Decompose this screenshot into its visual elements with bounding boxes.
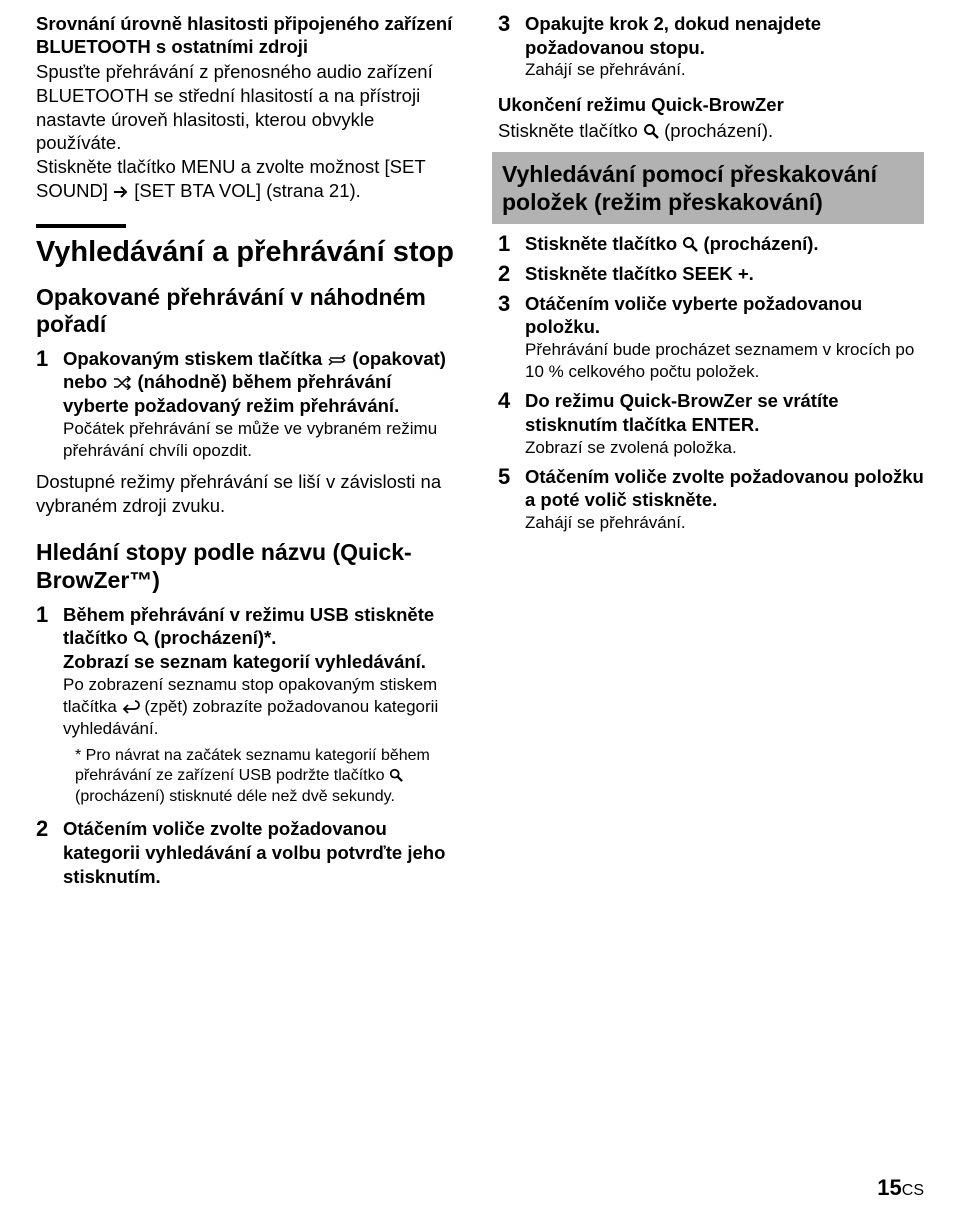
step-number: 1 — [498, 232, 516, 256]
bt-body2-b: [SET BTA VOL] (strana 21). — [129, 180, 361, 201]
qb-step-1: 1 Během přehrávání v režimu USB stisknět… — [36, 603, 462, 812]
step-number: 2 — [36, 817, 54, 888]
bt-compare-body2: Stiskněte tlačítko MENU a zvolte možnost… — [36, 155, 462, 202]
left-column: Srovnání úrovně hlasitosti připojeného z… — [36, 12, 462, 892]
shuffle-icon — [112, 376, 132, 390]
end-qb-title: Ukončení režimu Quick-BrowZer — [498, 93, 924, 116]
jump-step1-text: Stiskněte tlačítko (procházení). — [525, 232, 924, 256]
heading-jump-mode: Vyhledávání pomocí přeskakování položek … — [492, 152, 924, 224]
heading-quick-browzer: Hledání stopy podle názvu (Quick-BrowZer… — [36, 539, 462, 594]
step-number: 3 — [498, 292, 516, 384]
step-number: 3 — [498, 12, 516, 81]
right-column: 3 Opakujte krok 2, dokud nenajdete požad… — [498, 12, 924, 892]
heading-repeat-random: Opakované přehrávání v náhodném pořadí — [36, 284, 462, 339]
qb-step1-text: Během přehrávání v režimu USB stiskněte … — [63, 603, 462, 650]
jump-step-4: 4 Do režimu Quick-BrowZer se vrátíte sti… — [498, 389, 924, 458]
jump-step4-note: Zobrazí se zvolená položka. — [525, 437, 924, 459]
step-number: 1 — [36, 347, 54, 462]
jump-step-2: 2 Stiskněte tlačítko SEEK +. — [498, 262, 924, 286]
qb-step2-text: Otáčením voliče zvolte požadovanou kateg… — [63, 817, 462, 888]
qb-footnote: * Pro návrat na začátek seznamu kategori… — [75, 746, 462, 807]
jump-step-1: 1 Stiskněte tlačítko (procházení). — [498, 232, 924, 256]
repeat-icon — [327, 353, 347, 367]
step-number: 5 — [498, 465, 516, 534]
jump-step5-text: Otáčením voliče zvolte požadovanou polož… — [525, 465, 924, 512]
heading-search-play: Vyhledávání a přehrávání stop — [36, 224, 462, 269]
search-icon — [389, 768, 403, 782]
jump-step3-note: Přehrávání bude procházet seznamem v kro… — [525, 339, 924, 383]
repeat-modes-note: Dostupné režimy přehrávání se liší v záv… — [36, 470, 462, 517]
qb-step1-text2: Zobrazí se seznam kategorií vyhledávání. — [63, 650, 462, 674]
page-number-suffix: CS — [902, 1182, 924, 1199]
bt-compare-title: Srovnání úrovně hlasitosti připojeného z… — [36, 12, 462, 58]
jump-step-5: 5 Otáčením voliče zvolte požadovanou pol… — [498, 465, 924, 534]
search-icon — [133, 630, 149, 646]
step-number: 4 — [498, 389, 516, 458]
jump-step5-note: Zahájí se přehrávání. — [525, 512, 924, 534]
bt-compare-body1: Spusťte přehrávání z přenosného audio za… — [36, 60, 462, 155]
qb-step1-note: Po zobrazení seznamu stop opakovaným sti… — [63, 674, 462, 740]
jump-step3-text: Otáčením voliče vyberte požadovanou polo… — [525, 292, 924, 339]
repeat-step1-text: Opakovaným stiskem tlačítka (opakovat) n… — [63, 347, 462, 418]
search-icon — [682, 236, 698, 252]
jump-step4-text: Do režimu Quick-BrowZer se vrátíte stisk… — [525, 389, 924, 436]
step-number: 2 — [498, 262, 516, 286]
arrow-right-icon — [113, 185, 129, 199]
back-icon — [122, 700, 140, 714]
qb-step-2: 2 Otáčením voliče zvolte požadovanou kat… — [36, 817, 462, 888]
qb-step3-text: Opakujte krok 2, dokud nenajdete požadov… — [525, 12, 924, 59]
qb-step3-note: Zahájí se přehrávání. — [525, 59, 924, 81]
step-number: 1 — [36, 603, 54, 812]
jump-step2-text: Stiskněte tlačítko SEEK +. — [525, 262, 924, 286]
end-qb-body: Stiskněte tlačítko (procházení). — [498, 119, 924, 143]
page-number-value: 15 — [877, 1175, 901, 1200]
jump-step-3: 3 Otáčením voliče vyberte požadovanou po… — [498, 292, 924, 384]
page-number: 15CS — [877, 1175, 924, 1201]
repeat-step-1: 1 Opakovaným stiskem tlačítka (opakovat)… — [36, 347, 462, 462]
repeat-step1-note: Počátek přehrávání se může ve vybraném r… — [63, 418, 462, 462]
search-icon — [643, 123, 659, 139]
qb-step-3: 3 Opakujte krok 2, dokud nenajdete požad… — [498, 12, 924, 81]
